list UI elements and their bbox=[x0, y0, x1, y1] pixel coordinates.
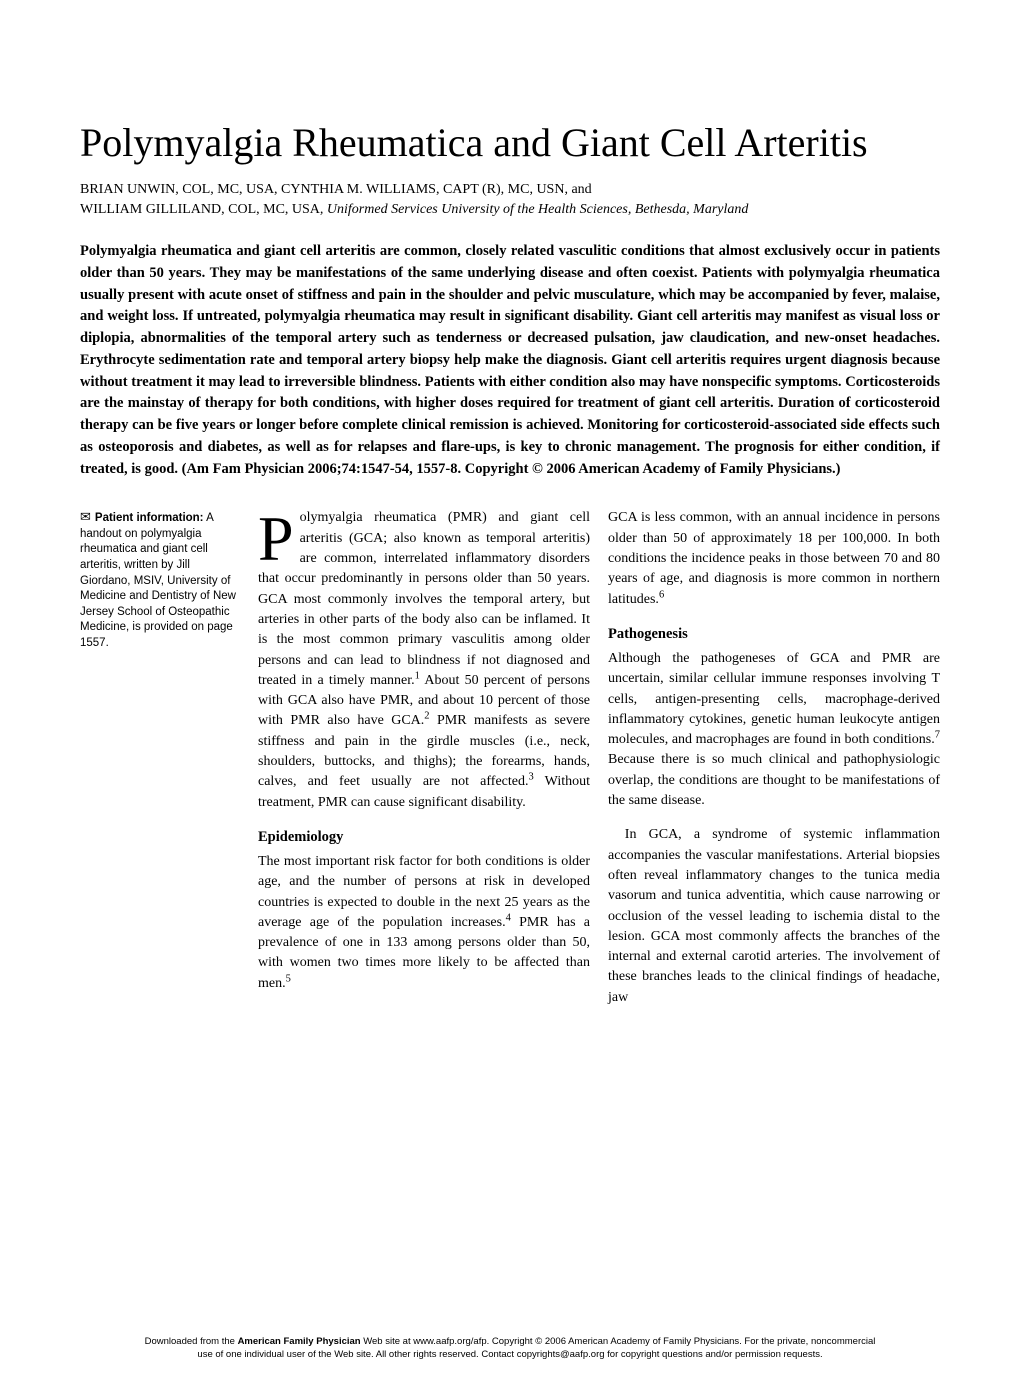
authors-names: WILLIAM GILLILAND, COL, MC, USA bbox=[80, 202, 320, 217]
ref-6: 6 bbox=[659, 589, 664, 600]
authors-line-2: WILLIAM GILLILAND, COL, MC, USA, Uniform… bbox=[80, 200, 940, 220]
authors-affiliation: , Uniformed Services University of the H… bbox=[320, 202, 748, 217]
body-columns: ✉ Patient information: A handout on polym… bbox=[80, 508, 940, 1008]
intro-text-1: Polymyalgia rheumatica (PMR) and giant c… bbox=[258, 510, 590, 687]
footer-post: Web site at www.aafp.org/afp. Copyright … bbox=[361, 1336, 876, 1347]
epidemiology-paragraph-1: The most important risk factor for both … bbox=[258, 852, 590, 994]
path-text-2: Because there is so much clinical and pa… bbox=[608, 752, 940, 808]
sidebar-heading: Patient information: bbox=[95, 512, 204, 524]
pathogenesis-paragraph-1: Although the pathogeneses of GCA and PMR… bbox=[608, 649, 940, 811]
footer-line-1: Downloaded from the American Family Phys… bbox=[80, 1336, 940, 1348]
footer-bold: American Family Physician bbox=[238, 1336, 361, 1347]
footer-line-2: use of one individual user of the Web si… bbox=[80, 1349, 940, 1361]
authors-line-1: BRIAN UNWIN, COL, MC, USA, CYNTHIA M. WI… bbox=[80, 180, 940, 200]
page-footer: Downloaded from the American Family Phys… bbox=[0, 1336, 1020, 1361]
ref-5: 5 bbox=[286, 973, 291, 984]
sidebar-text: A handout on polymyalgia rheumatica and … bbox=[80, 512, 236, 648]
abstract: Polymyalgia rheumatica and giant cell ar… bbox=[80, 241, 940, 480]
ref-7: 7 bbox=[935, 729, 940, 740]
envelope-icon: ✉ bbox=[80, 508, 91, 526]
column-1: Polymyalgia rheumatica (PMR) and giant c… bbox=[258, 508, 590, 1008]
pathogenesis-paragraph-2: In GCA, a syndrome of systemic inflammat… bbox=[608, 825, 940, 1008]
patient-info-sidebar: ✉ Patient information: A handout on polym… bbox=[80, 508, 240, 1008]
epidemiology-paragraph-2: GCA is less common, with an annual incid… bbox=[608, 508, 940, 609]
pathogenesis-heading: Pathogenesis bbox=[608, 624, 940, 645]
epi-text-3: GCA is less common, with an annual incid… bbox=[608, 510, 940, 606]
intro-paragraph: Polymyalgia rheumatica (PMR) and giant c… bbox=[258, 508, 590, 812]
epidemiology-heading: Epidemiology bbox=[258, 827, 590, 848]
column-2: GCA is less common, with an annual incid… bbox=[608, 508, 940, 1008]
footer-pre: Downloaded from the bbox=[145, 1336, 238, 1347]
path-text-1: Although the pathogeneses of GCA and PMR… bbox=[608, 651, 940, 747]
authors-block: BRIAN UNWIN, COL, MC, USA, CYNTHIA M. WI… bbox=[80, 180, 940, 219]
article-title: Polymyalgia Rheumatica and Giant Cell Ar… bbox=[80, 120, 940, 166]
